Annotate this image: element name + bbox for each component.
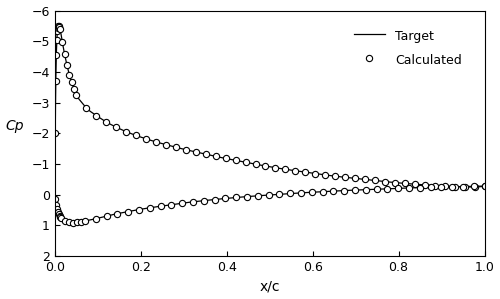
Calculated (71, 87, 77, 91)
Target (52, 193, 58, 196)
Calculated (56, 24, 62, 28)
Calculated (402, 181, 408, 185)
X-axis label: x/c: x/c (260, 280, 280, 293)
Calculated (52, 132, 59, 135)
Target (482, 184, 488, 188)
Calculated (482, 184, 488, 188)
Target (78, 100, 84, 103)
Target (54, 30, 60, 34)
Target (62, 51, 68, 55)
Target (157, 141, 163, 145)
Target (56, 24, 62, 28)
Target (214, 155, 220, 158)
Calculated (342, 176, 348, 179)
Target (352, 176, 358, 180)
Line: Calculated: Calculated (52, 23, 488, 190)
Calculated (472, 185, 478, 189)
Legend: Target, Calculated: Target, Calculated (350, 24, 466, 71)
Calculated (68, 80, 74, 84)
Calculated (452, 185, 458, 188)
Line: Target: Target (55, 26, 484, 195)
Y-axis label: Cp: Cp (6, 119, 24, 133)
Calculated (302, 170, 308, 174)
